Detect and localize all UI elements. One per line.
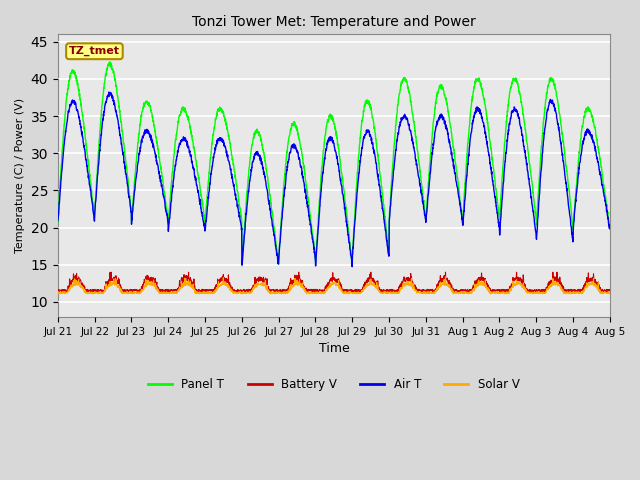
Text: TZ_tmet: TZ_tmet — [69, 46, 120, 56]
X-axis label: Time: Time — [319, 342, 349, 355]
Title: Tonzi Tower Met: Temperature and Power: Tonzi Tower Met: Temperature and Power — [192, 15, 476, 29]
Y-axis label: Temperature (C) / Power (V): Temperature (C) / Power (V) — [15, 98, 25, 253]
Legend: Panel T, Battery V, Air T, Solar V: Panel T, Battery V, Air T, Solar V — [143, 373, 524, 396]
